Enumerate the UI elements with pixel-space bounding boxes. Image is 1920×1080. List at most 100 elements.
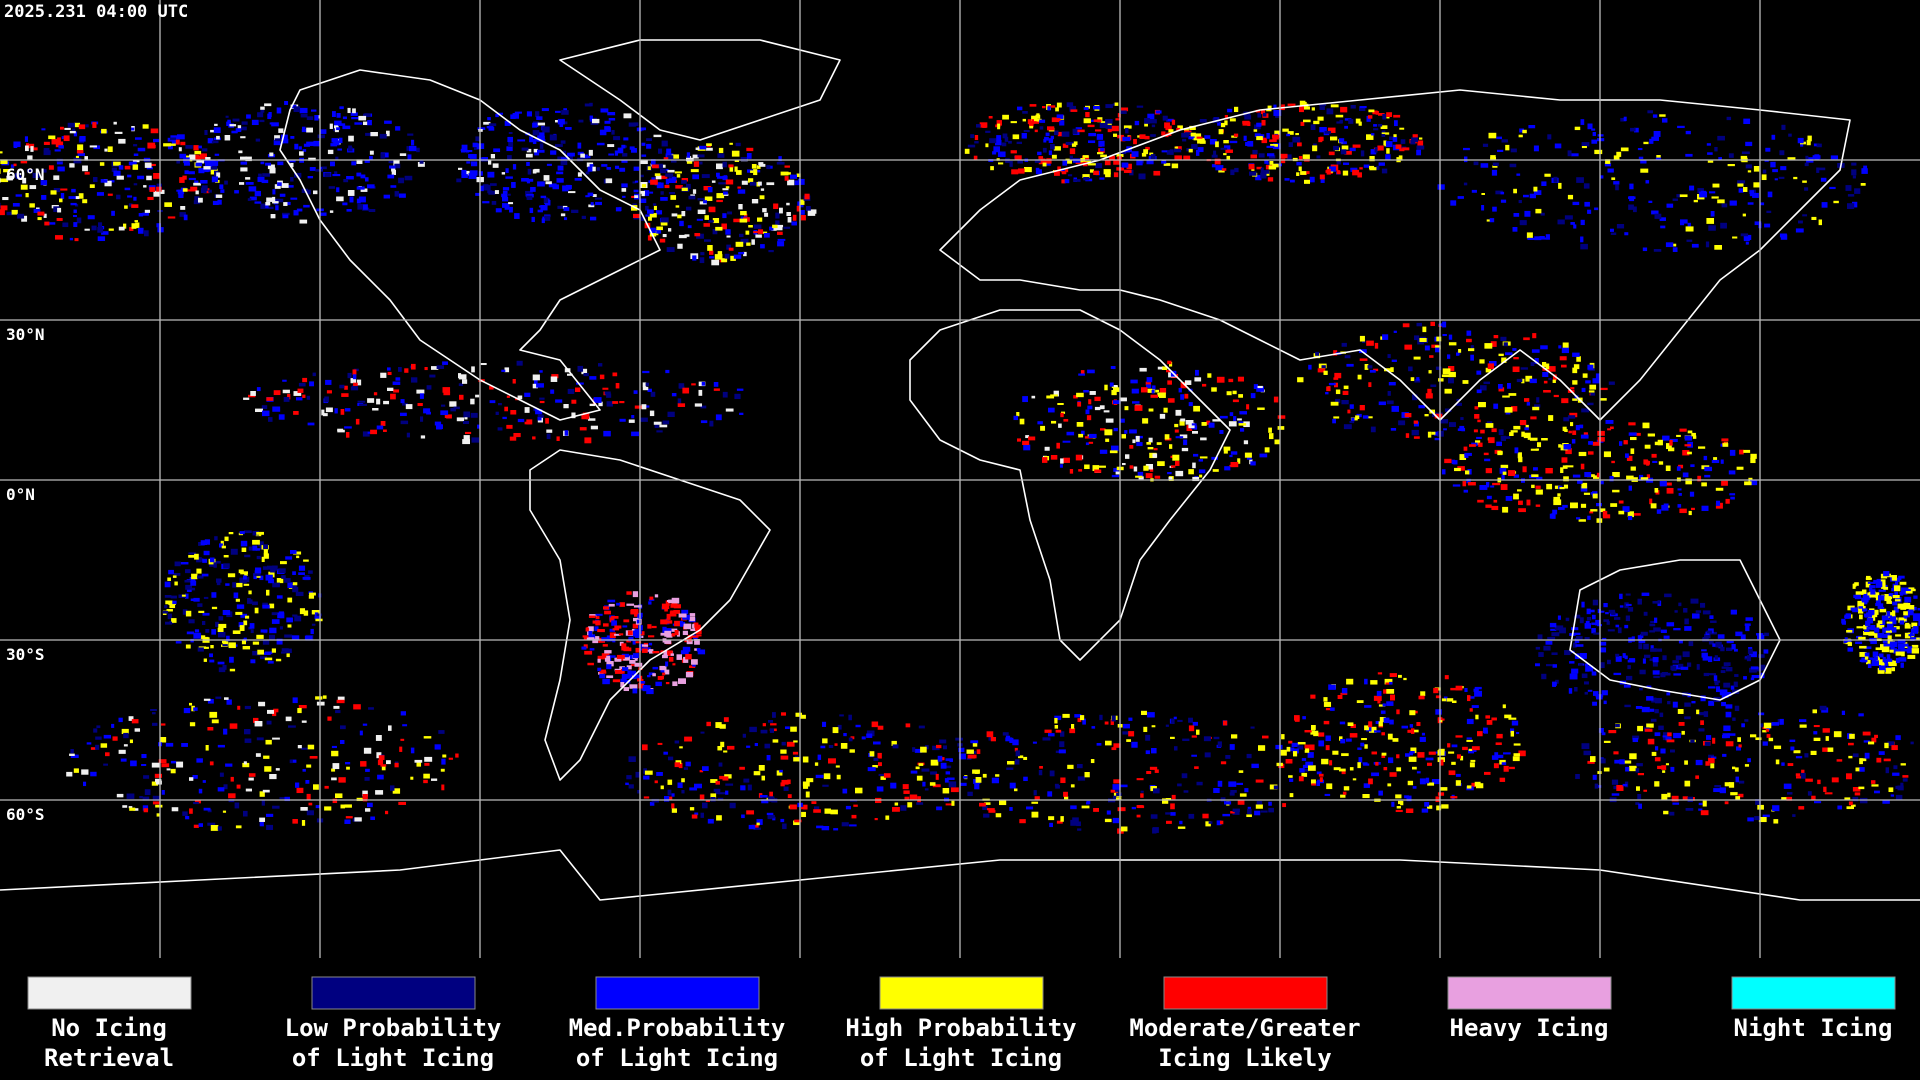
icing-pixel <box>190 580 197 586</box>
icing-pixel <box>1570 387 1575 390</box>
icing-pixel <box>1512 366 1520 373</box>
icing-pixel <box>1569 412 1578 418</box>
icing-pixel <box>1268 427 1272 433</box>
icing-pixel <box>907 802 913 808</box>
icing-pixel <box>1258 153 1265 158</box>
icing-pixel <box>683 647 690 651</box>
icing-pixel <box>227 573 236 578</box>
icing-pixel <box>309 167 316 171</box>
icing-pixel <box>1726 647 1733 652</box>
icing-pixel <box>1463 489 1469 493</box>
icing-pixel <box>502 197 509 202</box>
icing-pixel <box>1192 462 1196 469</box>
icing-pixel <box>540 195 547 199</box>
icing-pixel <box>1607 168 1614 173</box>
icing-pixel <box>1081 430 1085 435</box>
icing-pixel <box>1488 132 1497 139</box>
icing-pixel <box>1425 757 1434 761</box>
icing-pixel <box>1721 666 1729 669</box>
icing-pixel <box>1268 807 1274 813</box>
icing-pixel <box>489 386 494 390</box>
icing-pixel <box>1103 169 1111 175</box>
icing-pixel <box>1625 766 1630 772</box>
icing-pixel <box>508 202 514 205</box>
icing-pixel <box>659 238 666 243</box>
icing-pixel <box>211 719 219 724</box>
icing-pixel <box>1228 781 1237 787</box>
icing-pixel <box>288 725 296 728</box>
icing-pixel <box>1325 745 1330 751</box>
icing-pixel <box>1597 430 1605 436</box>
icing-pixel <box>32 173 40 179</box>
icing-pixel <box>1524 210 1531 217</box>
icing-pixel <box>623 656 630 661</box>
icing-pixel <box>1662 655 1667 661</box>
icing-pixel <box>1513 357 1519 360</box>
icing-pixel <box>138 227 144 234</box>
icing-pixel <box>1867 663 1872 669</box>
icing-pixel <box>1334 372 1342 379</box>
icing-pixel <box>1076 422 1084 427</box>
icing-pixel <box>654 594 659 598</box>
icing-pixel <box>156 183 162 190</box>
icing-pixel <box>185 610 192 617</box>
icing-pixel <box>1698 446 1706 449</box>
icing-pixel <box>1016 412 1020 417</box>
icing-pixel <box>1885 767 1890 774</box>
icing-pixel <box>1638 640 1646 644</box>
icing-pixel <box>1350 724 1356 728</box>
icing-pixel <box>1758 712 1765 716</box>
icing-pixel <box>1536 397 1540 403</box>
icing-pixel <box>1651 751 1657 756</box>
icing-pixel <box>1580 219 1585 226</box>
icing-pixel <box>1147 388 1156 393</box>
icing-pixel <box>1441 698 1447 702</box>
icing-pixel <box>363 204 368 210</box>
icing-pixel <box>135 137 142 140</box>
icing-pixel <box>1701 649 1707 652</box>
icing-pixel <box>1308 364 1312 370</box>
icing-pixel <box>1654 488 1659 493</box>
icing-pixel <box>1547 636 1556 640</box>
icing-pixel <box>1642 247 1648 252</box>
icing-pixel <box>1485 468 1493 474</box>
icing-pixel <box>1088 433 1097 439</box>
icing-pixel <box>1519 220 1527 226</box>
icing-pixel <box>1713 457 1718 462</box>
icing-pixel <box>1562 504 1568 508</box>
icing-pixel <box>1590 756 1596 762</box>
icing-pixel <box>495 411 499 415</box>
icing-pixel <box>248 546 253 551</box>
icing-pixel <box>147 196 154 201</box>
icing-pixel <box>696 218 703 221</box>
icing-pixel <box>646 138 653 142</box>
icing-pixel <box>1065 158 1072 164</box>
icing-pixel <box>1302 764 1311 769</box>
icing-pixel <box>666 620 673 624</box>
icing-pixel <box>685 671 694 678</box>
icing-pixel <box>133 196 137 201</box>
icing-pixel <box>263 755 270 759</box>
icing-pixel <box>1702 800 1707 807</box>
icing-pixel <box>1412 786 1417 789</box>
icing-pixel <box>1518 456 1523 463</box>
icing-pixel <box>364 777 370 781</box>
icing-pixel <box>1247 808 1252 815</box>
icing-pixel <box>1895 580 1899 586</box>
icing-pixel <box>725 408 734 412</box>
icing-pixel <box>1848 801 1853 806</box>
icing-pixel <box>661 140 668 147</box>
icing-pixel <box>325 407 333 413</box>
icing-pixel <box>650 179 658 185</box>
icing-pixel <box>299 107 308 114</box>
icing-pixel <box>536 383 544 388</box>
icing-pixel <box>1031 115 1038 122</box>
icing-pixel <box>1756 666 1762 672</box>
icing-pixel <box>996 120 1002 126</box>
icing-pixel <box>168 569 175 575</box>
icing-pixel <box>1421 808 1429 813</box>
icing-pixel <box>203 658 207 662</box>
icing-pixel <box>1509 432 1514 436</box>
icing-pixel <box>1172 454 1180 461</box>
icing-pixel <box>617 147 624 154</box>
